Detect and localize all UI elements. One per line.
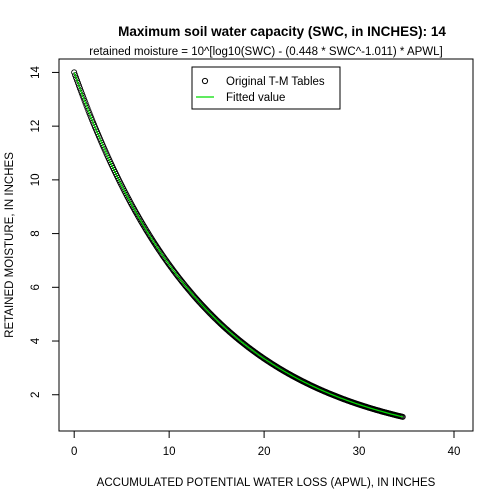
- y-tick-label: 4: [30, 337, 42, 344]
- series-original-tm-tables: [71, 69, 406, 420]
- legend: Original T-M Tables Fitted value: [191, 66, 341, 110]
- legend-box: [191, 66, 341, 110]
- legend-point-icon: [201, 77, 209, 85]
- chart-title: Maximum soil water capacity (SWC, in INC…: [118, 24, 446, 39]
- x-tick-label: 0: [71, 446, 77, 458]
- data-point: [150, 239, 157, 246]
- data-point: [147, 233, 154, 240]
- data-point: [73, 74, 80, 81]
- data-point: [137, 217, 144, 224]
- data-point: [78, 90, 85, 97]
- data-point: [74, 77, 81, 84]
- data-point: [142, 225, 149, 232]
- data-point: [145, 230, 152, 237]
- y-axis: 2 4 6 8 10 12 14: [30, 65, 59, 398]
- y-tick-label: 8: [30, 230, 42, 236]
- data-point: [75, 82, 82, 89]
- data-point: [399, 413, 406, 420]
- legend-item-original-tm-tables: Original T-M Tables: [226, 76, 325, 88]
- y-tick-label: 2: [30, 392, 42, 398]
- data-point: [148, 234, 155, 241]
- x-tick-label: 10: [163, 446, 176, 458]
- x-tick-label: 40: [448, 446, 461, 458]
- data-point: [149, 237, 156, 244]
- data-point: [138, 219, 145, 226]
- x-axis-label: ACCUMULATED POTENTIAL WATER LOSS (APWL),…: [97, 477, 436, 489]
- data-point: [71, 69, 78, 76]
- y-tick-label: 10: [30, 173, 42, 186]
- data-point: [139, 220, 146, 227]
- y-tick-label: 6: [30, 284, 42, 290]
- x-tick-label: 30: [353, 446, 366, 458]
- legend-item-fitted-value: Fitted value: [226, 92, 285, 104]
- chart-subtitle: retained moisture = 10^[log10(SWC) - (0.…: [89, 46, 443, 58]
- data-point: [146, 231, 153, 238]
- data-point: [74, 80, 81, 87]
- data-point: [140, 222, 147, 229]
- y-tick-label: 12: [30, 120, 42, 133]
- series-fitted-value-line: [73, 72, 403, 418]
- data-point: [149, 236, 156, 243]
- x-axis: 0 10 20 30 40: [71, 431, 460, 458]
- data-point: [79, 92, 86, 99]
- y-tick-label: 14: [30, 65, 42, 78]
- x-tick-label: 20: [258, 446, 271, 458]
- y-axis-label: RETAINED MOISTURE, IN INCHES: [4, 152, 16, 338]
- data-point: [72, 72, 79, 79]
- data-point: [141, 224, 148, 231]
- data-point: [76, 85, 83, 92]
- data-point: [144, 228, 151, 235]
- plot-frame: [58, 58, 474, 432]
- data-point: [136, 215, 143, 222]
- data-point: [77, 87, 84, 94]
- data-point: [143, 227, 150, 234]
